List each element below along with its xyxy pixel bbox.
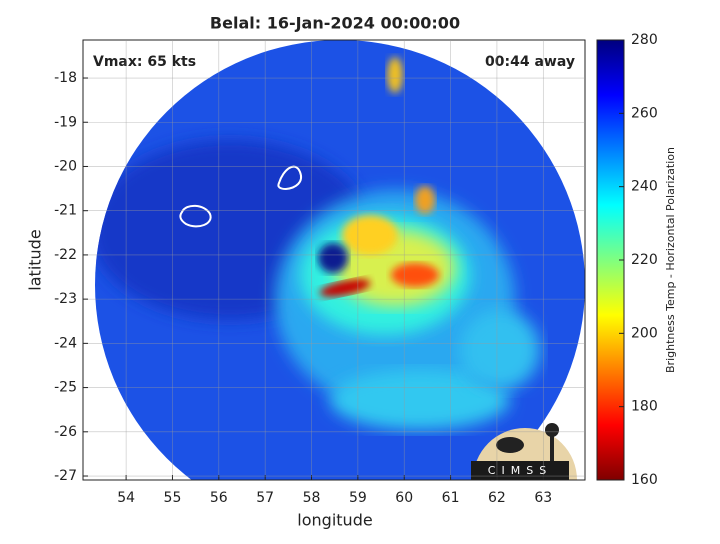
chart-title: Belal: 16-Jan-2024 00:00:00 [210,14,460,33]
x-tick-label: 58 [303,490,321,506]
x-tick-label: 62 [488,490,506,506]
x-tick-label: 61 [442,490,460,506]
colorbar-tick-label: 160 [631,472,658,488]
satellite-image: CIMSS [95,40,585,480]
y-tick-label: -25 [54,380,77,396]
x-tick-label: 56 [210,490,228,506]
colorbar-tick-label: 240 [631,179,658,195]
logo-text: CIMSS [488,464,552,477]
x-tick-label: 57 [256,490,274,506]
colorbar-tick-label: 200 [631,325,658,341]
y-tick-label: -21 [54,203,77,219]
y-tick-label: -23 [54,291,77,307]
x-tick-label: 59 [349,490,367,506]
x-tick-label: 63 [534,490,552,506]
y-tick-label: -26 [54,424,77,440]
y-axis-label: latitude [26,229,45,290]
y-tick-label: -19 [54,114,77,130]
annotation: Vmax: 65 kts [93,54,196,70]
plot-frame [82,39,586,481]
x-tick-label: 60 [395,490,413,506]
colorbar-tick-label: 180 [631,399,658,415]
x-axis-label: longitude [297,511,372,530]
logo: CIMSS [471,423,577,480]
colorbar-tick-label: 220 [631,252,658,268]
colorbar-label: Brightness Temp - Horizontal Polarizatio… [664,147,677,373]
y-tick-label: -24 [54,335,77,351]
colorbar-tick-label: 280 [631,32,658,48]
annotation: 00:44 away [485,54,575,70]
y-tick-label: -18 [54,70,77,86]
x-tick-label: 54 [117,490,135,506]
y-tick-label: -27 [54,468,77,484]
x-tick-label: 55 [164,490,182,506]
y-tick-label: -20 [54,158,77,174]
y-tick-label: -22 [54,247,77,263]
colorbar-tick-label: 260 [631,105,658,121]
